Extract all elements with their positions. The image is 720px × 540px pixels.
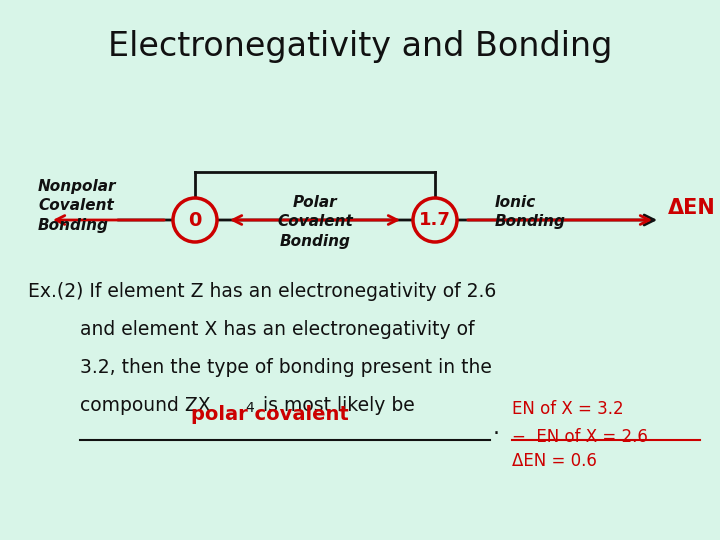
- Text: −  EN of X = 2.6: − EN of X = 2.6: [512, 428, 648, 446]
- Text: Polar
Covalent
Bonding: Polar Covalent Bonding: [277, 195, 353, 249]
- Text: 1.7: 1.7: [419, 211, 451, 229]
- Text: Ionic
Bonding: Ionic Bonding: [495, 194, 566, 230]
- Text: 4: 4: [245, 401, 253, 415]
- Ellipse shape: [413, 198, 457, 242]
- Text: Electronegativity and Bonding: Electronegativity and Bonding: [108, 30, 612, 63]
- Text: is most likely be: is most likely be: [257, 396, 415, 415]
- Text: ΔEN = 0.6: ΔEN = 0.6: [512, 452, 597, 470]
- Text: .: .: [493, 418, 500, 438]
- Text: compound ZX: compound ZX: [80, 396, 211, 415]
- Ellipse shape: [173, 198, 217, 242]
- Text: 3.2, then the type of bonding present in the: 3.2, then the type of bonding present in…: [80, 358, 492, 377]
- Text: ΔEN: ΔEN: [668, 198, 716, 218]
- Text: polar covalent: polar covalent: [191, 405, 349, 424]
- Text: Nonpolar
Covalent
Bonding: Nonpolar Covalent Bonding: [38, 179, 117, 233]
- Text: and element X has an electronegativity of: and element X has an electronegativity o…: [80, 320, 474, 339]
- Text: Ex.(2) If element Z has an electronegativity of 2.6: Ex.(2) If element Z has an electronegati…: [28, 282, 496, 301]
- Text: 0: 0: [189, 211, 202, 229]
- Text: EN of X = 3.2: EN of X = 3.2: [512, 400, 624, 418]
